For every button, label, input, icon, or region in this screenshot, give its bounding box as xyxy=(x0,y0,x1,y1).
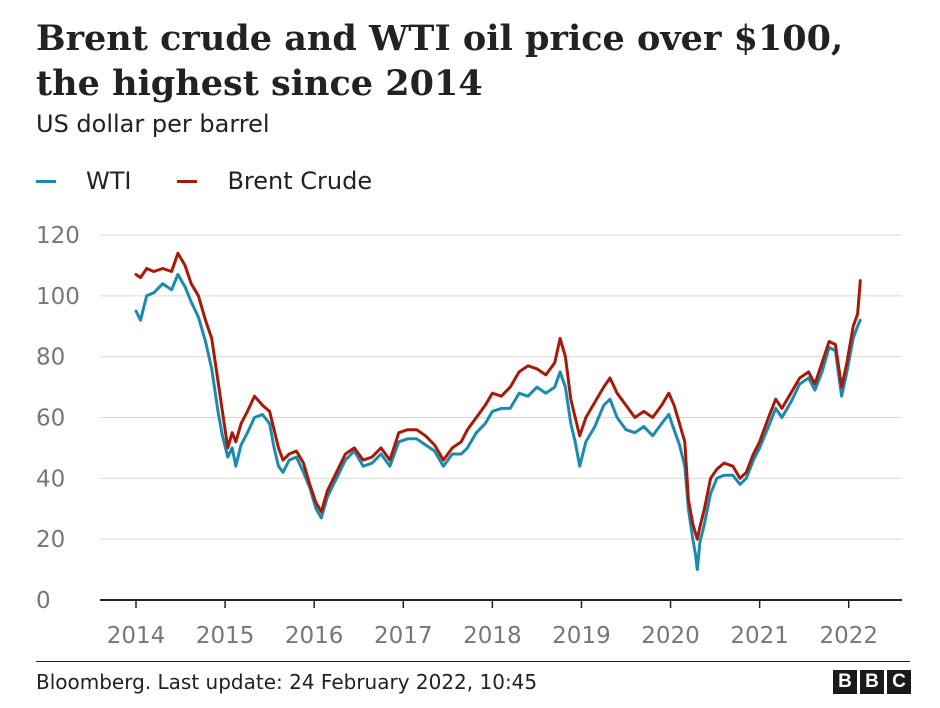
line-chart: 0 20 40 60 80 100 120 2014 2015 2016 2017 2018 2019 2… xyxy=(36,223,902,649)
legend-label-wti: WTI xyxy=(86,167,132,195)
chart-title-line-1: Brent crude and WTI oil price over $100, xyxy=(36,18,844,59)
legend-swatch-wti xyxy=(36,179,56,183)
x-tick-label: 2017 xyxy=(374,623,433,649)
chart-title: Brent crude and WTI oil price over $100,… xyxy=(36,16,916,106)
chart-legend: WTI Brent Crude xyxy=(36,166,418,196)
x-tick-label: 2021 xyxy=(730,623,789,649)
x-tick-label: 2020 xyxy=(641,623,700,649)
bbc-logo: B B C xyxy=(830,670,911,694)
wti-price-line xyxy=(134,273,862,572)
legend-label-brent: Brent Crude xyxy=(227,167,373,195)
brent-crude-price-line xyxy=(134,251,862,541)
bbc-logo-letter-b2: B xyxy=(860,670,884,694)
x-tick-label: 2014 xyxy=(107,623,166,649)
chart-footer: Bloomberg. Last update: 24 February 2022… xyxy=(0,658,940,708)
x-tick-label: 2019 xyxy=(552,623,611,649)
y-tick-label: 100 xyxy=(36,284,80,310)
footer-divider xyxy=(36,661,910,662)
y-tick-label: 60 xyxy=(36,406,65,432)
legend-item-brent: Brent Crude xyxy=(177,167,372,195)
x-tick-label: 2022 xyxy=(819,623,878,649)
y-tick-label: 20 xyxy=(36,527,65,553)
bbc-logo-letter-c: C xyxy=(887,670,911,694)
y-tick-label: 80 xyxy=(36,345,65,371)
y-tick-label: 120 xyxy=(36,223,80,249)
x-tick-label: 2015 xyxy=(196,623,255,649)
bbc-logo-letter-b1: B xyxy=(833,670,857,694)
y-tick-label: 40 xyxy=(36,466,65,492)
chart-subtitle: US dollar per barrel xyxy=(36,110,270,138)
chart-title-line-2: the highest since 2014 xyxy=(36,63,483,104)
legend-item-wti: WTI xyxy=(36,167,131,195)
y-tick-label: 0 xyxy=(36,588,51,614)
source-note: Bloomberg. Last update: 24 February 2022… xyxy=(36,670,538,694)
legend-swatch-brent xyxy=(177,179,198,183)
x-tick-label: 2018 xyxy=(463,623,522,649)
x-tick-label: 2016 xyxy=(285,623,344,649)
